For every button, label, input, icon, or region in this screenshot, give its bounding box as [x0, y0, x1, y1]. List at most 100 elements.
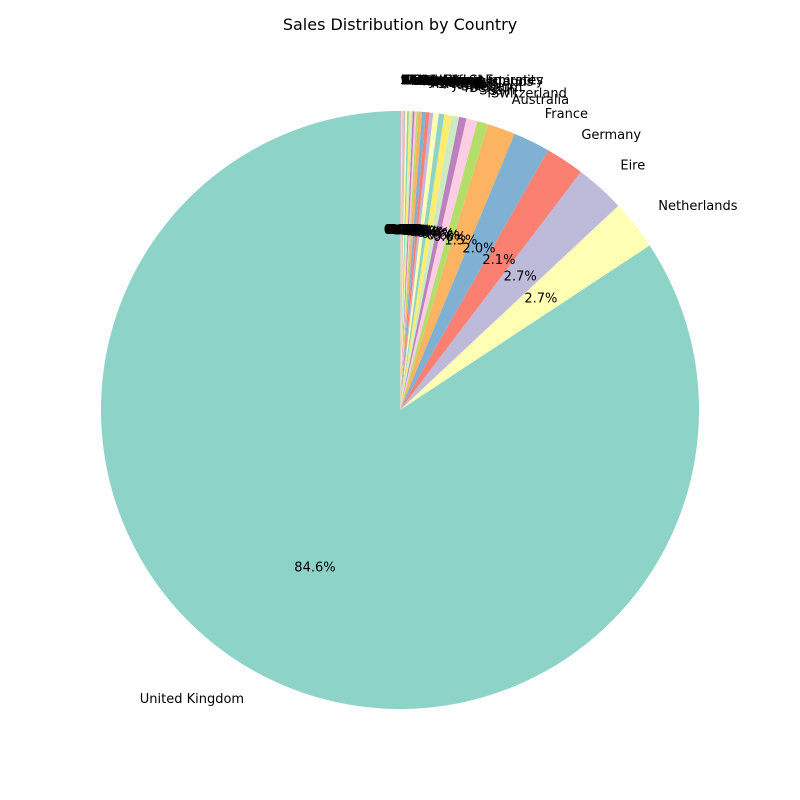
percent-label: 0.0%	[385, 223, 418, 238]
pie-slice	[400, 124, 515, 410]
percent-label: 0.0%	[385, 223, 418, 238]
pie-slice	[400, 111, 405, 410]
percent-label: 0.4%	[412, 225, 445, 240]
pie-slice	[400, 115, 460, 411]
slice-label: Malta	[404, 74, 440, 89]
pie-slice	[400, 111, 423, 410]
slice-labels: United Kingdom Netherlands Eire Germany Fran…	[140, 74, 738, 707]
percent-label: 84.6%	[294, 560, 335, 575]
pie-slice	[100, 111, 699, 710]
pie-slice	[400, 111, 408, 411]
pie-slice	[400, 111, 402, 410]
pie-slice	[400, 111, 417, 411]
pie-slice	[400, 112, 439, 410]
slice-label: Israel	[411, 74, 447, 89]
percent-label: 0.0%	[384, 223, 417, 238]
slice-label: Hong Kong	[413, 74, 484, 89]
percent-label: 2.7%	[524, 291, 557, 306]
percent-label: 0.0%	[385, 223, 418, 238]
percent-label: 0.6%	[433, 230, 466, 245]
percent-label: 2.0%	[462, 241, 495, 256]
percent-label: 0.0%	[384, 223, 417, 238]
percent-label: 0.2%	[398, 224, 431, 239]
slice-label: Austria	[415, 74, 461, 89]
pie-slice	[400, 111, 409, 410]
slice-label: Greece	[406, 74, 452, 89]
slice-label: Belgium	[469, 81, 522, 96]
pie-slice	[400, 110, 401, 410]
pie-slice	[400, 171, 619, 410]
slice-label: RSA	[401, 74, 428, 89]
percent-labels: 84.6%2.7%2.7%2.1%2.0%1.5%0.6%0.6%0.4%0.4…	[294, 223, 557, 575]
chart-title: Sales Distribution by Country	[283, 15, 517, 34]
pie-slice	[400, 111, 406, 410]
slice-label: Norway	[446, 77, 496, 92]
percent-label: 0.3%	[408, 225, 441, 240]
percent-label: 0.0%	[386, 223, 419, 238]
pie-slice	[400, 111, 415, 411]
slice-label: USA	[404, 74, 431, 89]
pie-slice	[400, 111, 403, 410]
slice-label: Poland	[409, 74, 452, 89]
percent-label: 0.2%	[396, 224, 429, 239]
slice-label: Singapore	[417, 74, 483, 89]
percent-label: 0.1%	[392, 223, 425, 238]
percent-label: 0.1%	[393, 223, 426, 238]
percent-label: 0.1%	[391, 223, 424, 238]
slice-label: Channel Islands	[430, 75, 533, 90]
pie-slice	[400, 150, 581, 410]
pie-slice	[400, 111, 413, 410]
percent-label: 0.2%	[402, 224, 435, 239]
percent-label: 0.0%	[385, 223, 418, 238]
percent-label: 2.1%	[482, 253, 515, 268]
percent-label: 0.2%	[400, 224, 433, 239]
slice-label: Sweden	[461, 79, 512, 94]
pie-slice	[400, 118, 478, 410]
slice-label: Switzerland	[491, 86, 567, 101]
slice-label: Lithuania	[403, 74, 463, 89]
percent-label: 0.0%	[386, 223, 419, 238]
pie-slice	[400, 111, 404, 410]
pie-slice	[400, 133, 549, 411]
pie-slice	[400, 111, 403, 410]
pie-slice	[400, 116, 467, 411]
slice-label: Brazil	[402, 74, 438, 89]
percent-label: 0.4%	[421, 227, 454, 242]
pie-slice	[400, 110, 402, 411]
pie-slice	[400, 111, 411, 410]
pie-slice	[400, 112, 430, 411]
slice-label: Saudi Arabia	[400, 74, 483, 89]
slice-label: European Community	[402, 74, 544, 89]
slice-label: Czech Republic	[401, 74, 500, 89]
slice-label: Denmark	[426, 75, 486, 90]
percent-label: 0.1%	[394, 223, 427, 238]
percent-label: 0.1%	[389, 223, 422, 238]
slice-label: Netherlands	[658, 199, 737, 214]
pie-slice	[400, 111, 403, 410]
percent-label: 0.0%	[384, 223, 417, 238]
pie-slice	[400, 111, 404, 410]
slice-label: Italy	[422, 74, 451, 89]
percent-label: 0.3%	[405, 224, 438, 239]
slice-label: Finland	[435, 75, 481, 90]
percent-label: 0.0%	[384, 223, 417, 238]
slice-label: Unspecified	[407, 74, 483, 89]
pie-slice	[400, 111, 405, 410]
pie-slice	[400, 112, 434, 411]
slice-label: Cyprus	[419, 74, 465, 89]
slice-label: Germany	[581, 128, 641, 143]
slice-label: Iceland	[405, 74, 452, 89]
pie-slice	[400, 114, 452, 410]
percent-label: 2.7%	[504, 269, 537, 284]
pie-slice	[400, 111, 426, 410]
slice-label: Lebanon	[403, 74, 459, 89]
slice-label: United Kingdom	[140, 692, 244, 707]
slice-label: Australia	[512, 93, 570, 108]
percent-label: 1.5%	[444, 234, 477, 249]
slice-label: Japan	[452, 78, 489, 93]
pie-slice	[400, 113, 445, 410]
pie-slice	[400, 111, 419, 410]
percent-label: 0.0%	[384, 223, 417, 238]
percent-label: 0.0%	[386, 223, 419, 238]
